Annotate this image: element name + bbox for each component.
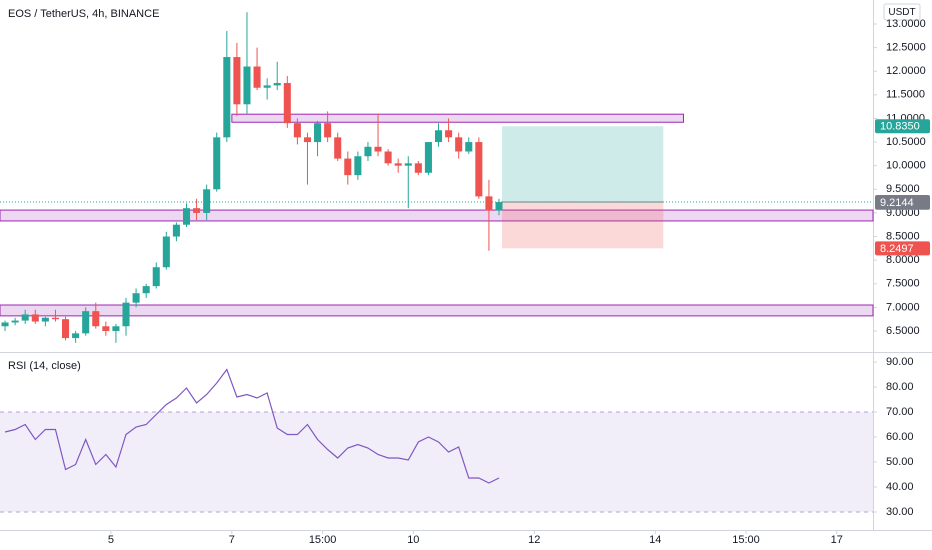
chart-title: EOS / TetherUS, 4h, BINANCE [8, 8, 159, 20]
candle-body [223, 57, 231, 138]
price-label-box [875, 119, 930, 134]
zone [0, 209, 874, 222]
candle-body [384, 151, 392, 164]
position-target [502, 126, 664, 203]
candle-body [314, 123, 322, 143]
candle-body [455, 137, 463, 152]
price-label-box [875, 195, 930, 210]
x-tick-label: 17 [831, 534, 843, 546]
zone [231, 113, 684, 123]
candle-body [374, 146, 382, 152]
candle-body [364, 146, 372, 157]
y-tick-label: 80.00 [886, 381, 914, 393]
candle-body [303, 137, 311, 143]
candle-body [142, 286, 150, 294]
y-tick-label: 6.5000 [886, 325, 920, 337]
candle-body [92, 311, 100, 327]
candle-body [112, 326, 120, 331]
y-tick-label: 50.00 [886, 456, 914, 468]
candle-body [424, 142, 432, 173]
y-tick-label: 9.5000 [886, 183, 920, 195]
x-tick-label: 14 [649, 534, 661, 546]
candle-body [182, 208, 191, 225]
rsi-line [4, 368, 500, 484]
x-tick-label: 10 [407, 534, 419, 546]
y-tick-label: 11.5000 [886, 89, 925, 101]
candle-body [344, 158, 352, 176]
position-stop [502, 202, 664, 249]
candle-body [243, 66, 251, 105]
candle-body [273, 83, 281, 86]
y-tick-label: 30.00 [886, 506, 914, 518]
y-tick-label: 60.00 [886, 431, 914, 443]
price-label: 9.2144 [880, 197, 914, 209]
candle-body [82, 311, 90, 334]
candle-body [233, 57, 241, 105]
y-tick-label: 10.5000 [886, 136, 926, 148]
zone [0, 304, 874, 317]
candle-body [253, 66, 261, 88]
candle-body [61, 319, 70, 339]
x-tick-label: 7 [229, 534, 235, 546]
candle-body [72, 333, 80, 339]
y-tick-label: 40.00 [886, 481, 914, 493]
x-tick-label: 12 [528, 534, 540, 546]
candle-body [334, 137, 342, 159]
candle-body [495, 202, 503, 211]
x-tick-label: 15:00 [732, 534, 760, 546]
candle-body [122, 302, 130, 327]
y-tick-label: 12.5000 [886, 42, 926, 54]
candle-body [193, 208, 201, 213]
y-tick-label: 12.0000 [886, 65, 926, 77]
candle-body [414, 163, 422, 173]
candle-body [152, 267, 160, 287]
currency-label[interactable]: USDT [888, 7, 915, 18]
y-tick-label: 70.00 [886, 406, 914, 418]
candle-body [475, 142, 483, 197]
candle-body [283, 83, 291, 124]
candle-body [41, 317, 49, 322]
rsi-band [0, 412, 873, 512]
candle-body [132, 293, 140, 303]
candle-body [485, 196, 493, 211]
y-tick-label: 90.00 [886, 356, 914, 368]
y-tick-label: 8.5000 [886, 230, 920, 242]
price-label: 10.8350 [880, 121, 920, 133]
candle-body [1, 322, 9, 327]
rsi-title: RSI (14, close) [8, 360, 81, 372]
candle-body [102, 326, 110, 331]
candle-body [162, 236, 170, 268]
y-tick-label: 7.5000 [886, 278, 920, 290]
candle-body [11, 320, 19, 323]
candle-body [354, 156, 362, 176]
y-tick-label: 9.0000 [886, 207, 920, 219]
candle-body [31, 314, 39, 322]
price-label-box [875, 241, 930, 256]
candle-body [434, 130, 443, 143]
currency-box[interactable] [883, 3, 921, 21]
candle-body [293, 123, 301, 138]
y-tick-label: 7.0000 [886, 301, 920, 313]
candle-body [465, 142, 473, 152]
candle-body [172, 224, 180, 237]
candle-body [324, 123, 332, 138]
x-tick-label: 15:00 [309, 534, 337, 546]
candle-body [51, 317, 59, 320]
candle-body [213, 137, 221, 190]
x-tick-label: 5 [108, 534, 114, 546]
y-tick-label: 8.0000 [886, 254, 920, 266]
price-label: 8.2497 [880, 243, 914, 255]
candle-body [404, 163, 412, 166]
candle-body [21, 314, 29, 321]
y-tick-label: 10.0000 [886, 160, 926, 172]
y-tick-label: 13.0000 [886, 18, 926, 30]
candle-body [263, 85, 271, 88]
candle-body [445, 130, 453, 138]
candle-body [203, 189, 211, 213]
candle-body [394, 163, 402, 166]
